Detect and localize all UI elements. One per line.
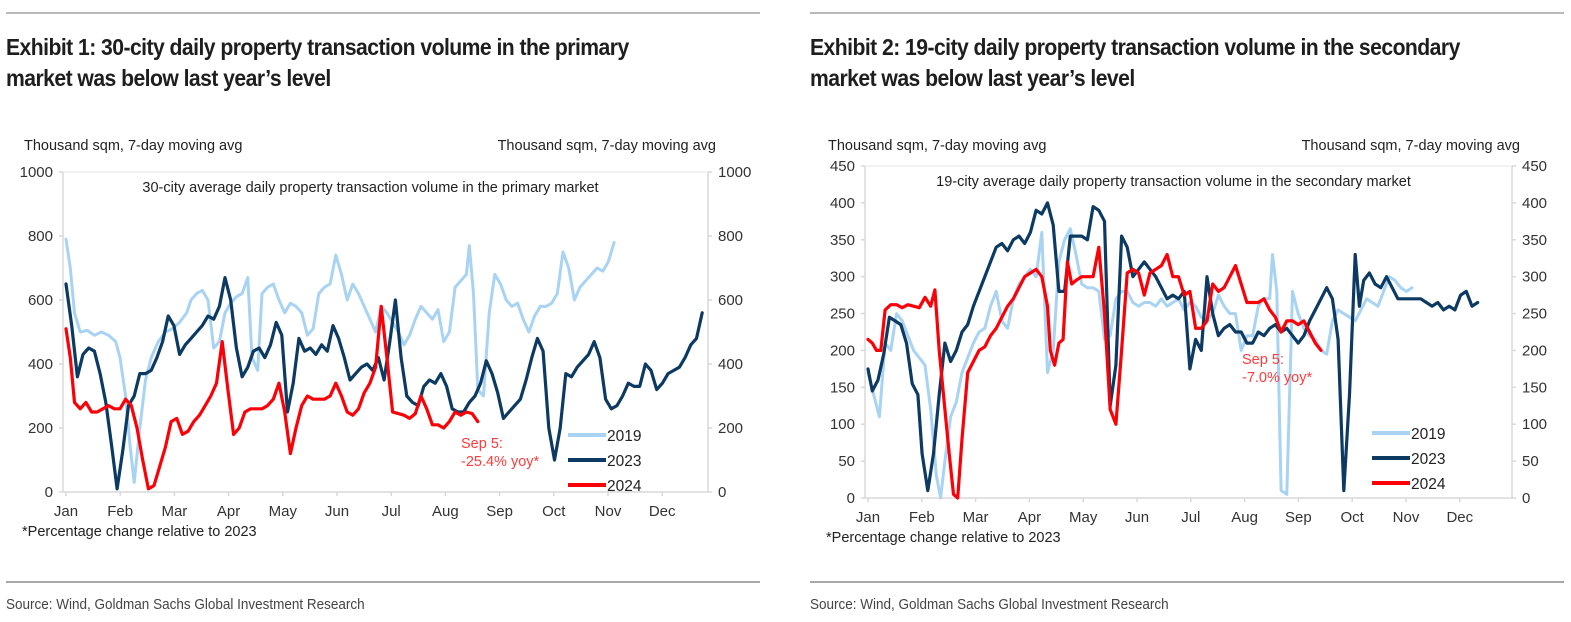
exhibit-1-panel: Exhibit 1: 30-city daily property transa… bbox=[6, 0, 766, 622]
x-tick-label: Jan bbox=[54, 503, 78, 520]
y-tick-label-left: 1000 bbox=[20, 164, 53, 181]
x-tick-label: Sep bbox=[1285, 509, 1312, 526]
x-tick-label: Mar bbox=[161, 503, 187, 520]
x-tick-label: Apr bbox=[1018, 509, 1041, 526]
x-tick-label: Oct bbox=[542, 503, 566, 520]
x-tick-label: Nov bbox=[595, 503, 622, 520]
y-tick-label-left: 50 bbox=[838, 453, 855, 470]
y-tick-label-right: 350 bbox=[1522, 232, 1547, 249]
annotation-yoy: -25.4% yoy* bbox=[461, 454, 540, 470]
legend-label-2024: 2024 bbox=[607, 478, 642, 495]
chart-2: Thousand sqm, 7-day moving avg Thousand s… bbox=[826, 138, 1547, 546]
x-tick-label: Mar bbox=[963, 509, 989, 526]
legend-label-2024: 2024 bbox=[1411, 476, 1446, 493]
y-tick-label-left: 100 bbox=[830, 416, 855, 433]
y-tick-label-right: 0 bbox=[1522, 490, 1530, 507]
x-tick-label: Nov bbox=[1393, 509, 1420, 526]
legend-label-2023: 2023 bbox=[1411, 451, 1445, 468]
y-axis-left-label: Thousand sqm, 7-day moving avg bbox=[828, 138, 1046, 154]
y-tick-label-right: 300 bbox=[1522, 269, 1547, 286]
y-tick-label-right: 1000 bbox=[718, 164, 751, 181]
y-tick-label-right: 800 bbox=[718, 228, 743, 245]
x-tick-label: Jun bbox=[325, 503, 349, 520]
legend-label-2019: 2019 bbox=[1411, 426, 1445, 443]
y-tick-label-left: 200 bbox=[28, 420, 53, 437]
x-tick-label: Sep bbox=[486, 503, 513, 520]
x-tick-label: Aug bbox=[432, 503, 459, 520]
chart-1: Thousand sqm, 7-day moving avg Thousand s… bbox=[20, 138, 752, 540]
bottom-rule bbox=[6, 581, 760, 583]
y-tick-label-left: 450 bbox=[830, 158, 855, 175]
exhibit-2-panel: Exhibit 2: 19-city daily property transa… bbox=[810, 0, 1570, 622]
x-tick-label: Dec bbox=[649, 503, 676, 520]
y-tick-label-right: 150 bbox=[1522, 379, 1547, 396]
annotation-yoy: -7.0% yoy* bbox=[1242, 370, 1312, 386]
y-tick-label-left: 400 bbox=[830, 195, 855, 212]
y-tick-label-right: 400 bbox=[718, 356, 743, 373]
y-axis-right-label: Thousand sqm, 7-day moving avg bbox=[1302, 138, 1520, 154]
exhibit-title: Exhibit 1: 30-city daily property transa… bbox=[6, 34, 629, 91]
chart-inner-title: 30-city average daily property transacti… bbox=[142, 180, 598, 196]
y-tick-label-right: 600 bbox=[718, 292, 743, 309]
bottom-rule bbox=[810, 581, 1564, 583]
y-tick-label-right: 100 bbox=[1522, 416, 1547, 433]
y-tick-label-left: 0 bbox=[847, 490, 855, 507]
y-tick-label-right: 400 bbox=[1522, 195, 1547, 212]
source-note: Source: Wind, Goldman Sachs Global Inves… bbox=[6, 596, 365, 613]
y-tick-label-right: 200 bbox=[718, 420, 743, 437]
y-axis-left-label: Thousand sqm, 7-day moving avg bbox=[24, 138, 242, 154]
top-rule bbox=[6, 12, 760, 14]
legend-label-2019: 2019 bbox=[607, 428, 641, 445]
x-tick-label: Aug bbox=[1231, 509, 1258, 526]
series-line-2024 bbox=[64, 304, 480, 491]
annotation-date: Sep 5: bbox=[1242, 352, 1284, 368]
y-tick-label-left: 350 bbox=[830, 232, 855, 249]
x-tick-label: Apr bbox=[217, 503, 240, 520]
y-tick-label-right: 250 bbox=[1522, 306, 1547, 323]
y-tick-label-right: 50 bbox=[1522, 453, 1539, 470]
y-tick-label-left: 200 bbox=[830, 342, 855, 359]
series-line-2023 bbox=[866, 201, 1480, 493]
footnote: *Percentage change relative to 2023 bbox=[22, 524, 257, 540]
y-tick-label-right: 200 bbox=[1522, 342, 1547, 359]
x-tick-label: Feb bbox=[909, 509, 935, 526]
series-line-2023 bbox=[64, 276, 704, 491]
y-tick-label-left: 600 bbox=[28, 292, 53, 309]
source-note: Source: Wind, Goldman Sachs Global Inves… bbox=[810, 596, 1169, 613]
y-tick-label-left: 150 bbox=[830, 379, 855, 396]
y-tick-label-left: 400 bbox=[28, 356, 53, 373]
y-tick-label-left: 800 bbox=[28, 228, 53, 245]
x-tick-label: Jun bbox=[1125, 509, 1149, 526]
series-line-2019 bbox=[64, 237, 616, 484]
footnote: *Percentage change relative to 2023 bbox=[826, 530, 1061, 546]
y-tick-label-left: 300 bbox=[830, 269, 855, 286]
x-tick-label: May bbox=[269, 503, 298, 520]
exhibit-title: Exhibit 2: 19-city daily property transa… bbox=[810, 34, 1460, 91]
chart-inner-title: 19-city average daily property transacti… bbox=[936, 174, 1411, 190]
y-tick-label-left: 0 bbox=[45, 484, 53, 501]
x-tick-label: Jan bbox=[856, 509, 880, 526]
x-tick-label: May bbox=[1069, 509, 1098, 526]
x-tick-label: Feb bbox=[107, 503, 133, 520]
y-tick-label-right: 0 bbox=[718, 484, 726, 501]
legend-label-2023: 2023 bbox=[607, 453, 641, 470]
x-tick-label: Oct bbox=[1341, 509, 1365, 526]
x-tick-label: Dec bbox=[1446, 509, 1473, 526]
y-tick-label-right: 450 bbox=[1522, 158, 1547, 175]
y-axis-right-label: Thousand sqm, 7-day moving avg bbox=[498, 138, 716, 154]
top-rule bbox=[810, 12, 1564, 14]
series-line-2024 bbox=[866, 245, 1323, 500]
x-tick-label: Jul bbox=[382, 503, 401, 520]
y-tick-label-left: 250 bbox=[830, 306, 855, 323]
x-tick-label: Jul bbox=[1181, 509, 1200, 526]
annotation-date: Sep 5: bbox=[461, 436, 503, 452]
